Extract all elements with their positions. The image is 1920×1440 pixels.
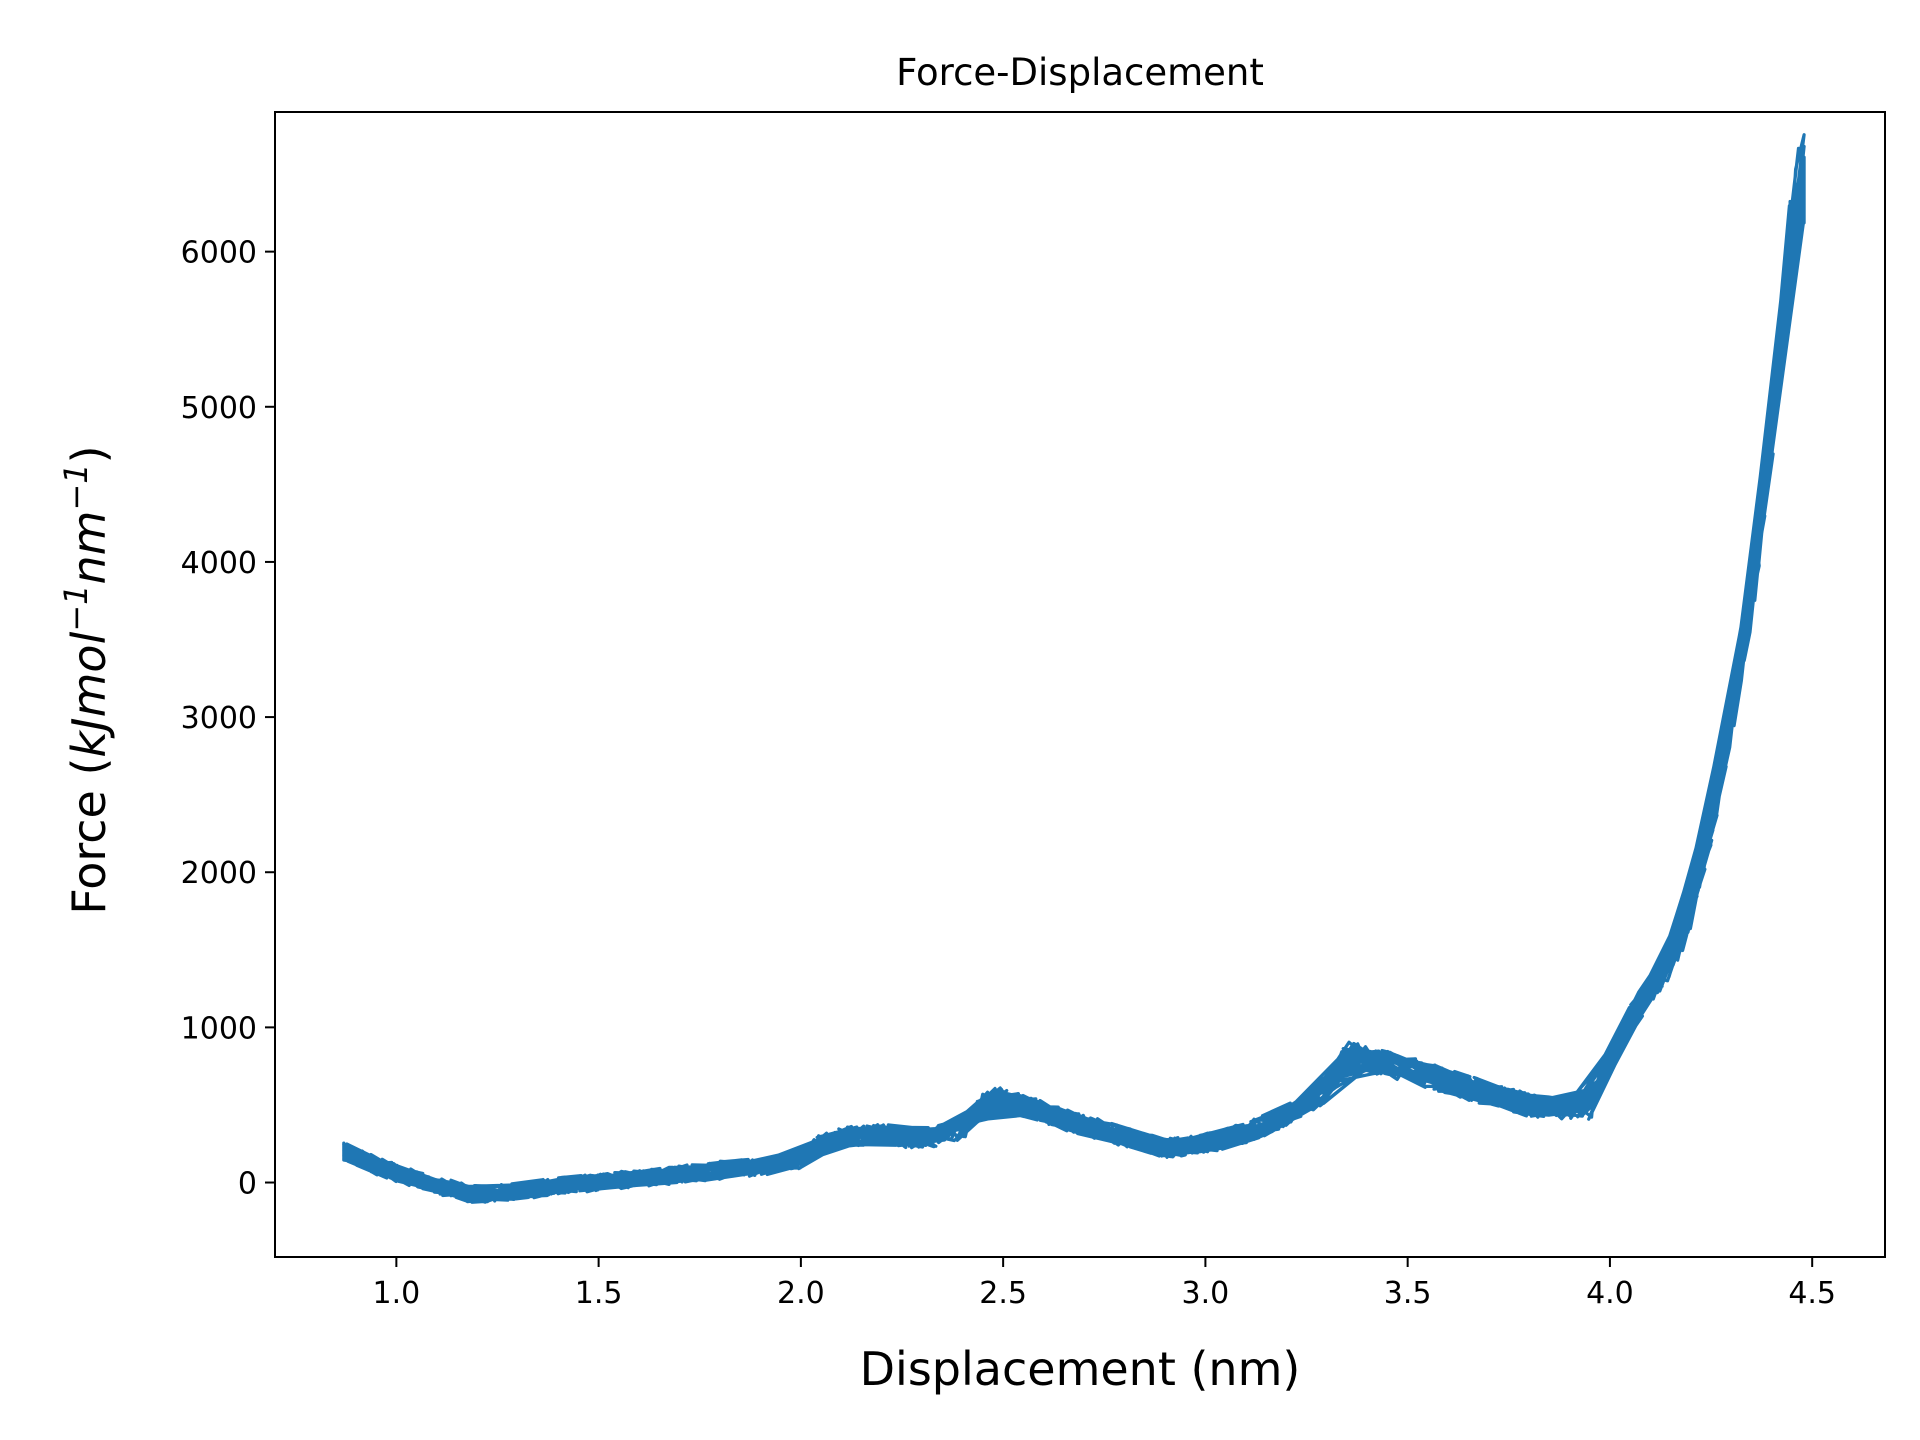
y-axis-label-suffix: )	[62, 445, 116, 463]
chart-title: Force-Displacement	[896, 51, 1264, 94]
plot-frame	[274, 111, 1886, 1258]
y-axis-label-unit: kJmol	[62, 631, 116, 757]
x-tick-label: 1.5	[575, 1276, 623, 1311]
y-axis-label: Force (kJmol−1nm−1)	[57, 445, 116, 914]
x-axis-label: Displacement (nm)	[860, 1342, 1301, 1396]
y-tick-label: 0	[238, 1167, 257, 1202]
x-tick-label: 2.5	[979, 1276, 1027, 1311]
x-axis-ticks: 1.0 1.5 2.0 2.5 3.0 3.5 4.0 4.5	[372, 1257, 1836, 1311]
x-tick-label: 4.5	[1788, 1276, 1836, 1311]
y-tick-label: 1000	[181, 1011, 257, 1046]
y-tick-label: 2000	[181, 856, 257, 891]
y-axis-label-sup2: −1	[57, 463, 95, 510]
y-tick-label: 3000	[181, 701, 257, 736]
y-tick-label: 4000	[181, 546, 257, 581]
x-tick-label: 2.0	[777, 1276, 825, 1311]
y-axis-label-sup1: −1	[57, 584, 95, 631]
y-axis-label-unit2: nm	[62, 511, 116, 585]
force-series-line	[342, 133, 1806, 1204]
y-axis-label-prefix: Force (	[62, 758, 116, 915]
x-tick-label: 3.0	[1182, 1276, 1230, 1311]
y-tick-label: 5000	[181, 391, 257, 426]
y-tick-label: 6000	[181, 236, 257, 271]
x-tick-label: 4.0	[1586, 1276, 1634, 1311]
y-axis-ticks: 0 1000 2000 3000 4000 5000 6000	[181, 236, 275, 1202]
plot-data-layer	[342, 133, 1806, 1204]
x-tick-label: 1.0	[372, 1276, 420, 1311]
x-tick-label: 3.5	[1384, 1276, 1432, 1311]
